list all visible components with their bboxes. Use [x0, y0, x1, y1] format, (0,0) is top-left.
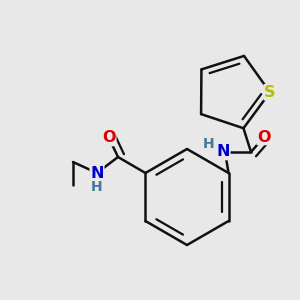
Text: N: N: [90, 166, 104, 181]
Text: N: N: [216, 145, 230, 160]
Text: O: O: [102, 130, 116, 146]
Text: S: S: [264, 85, 276, 100]
Text: O: O: [257, 130, 271, 145]
Text: H: H: [203, 137, 215, 151]
Text: H: H: [91, 180, 103, 194]
